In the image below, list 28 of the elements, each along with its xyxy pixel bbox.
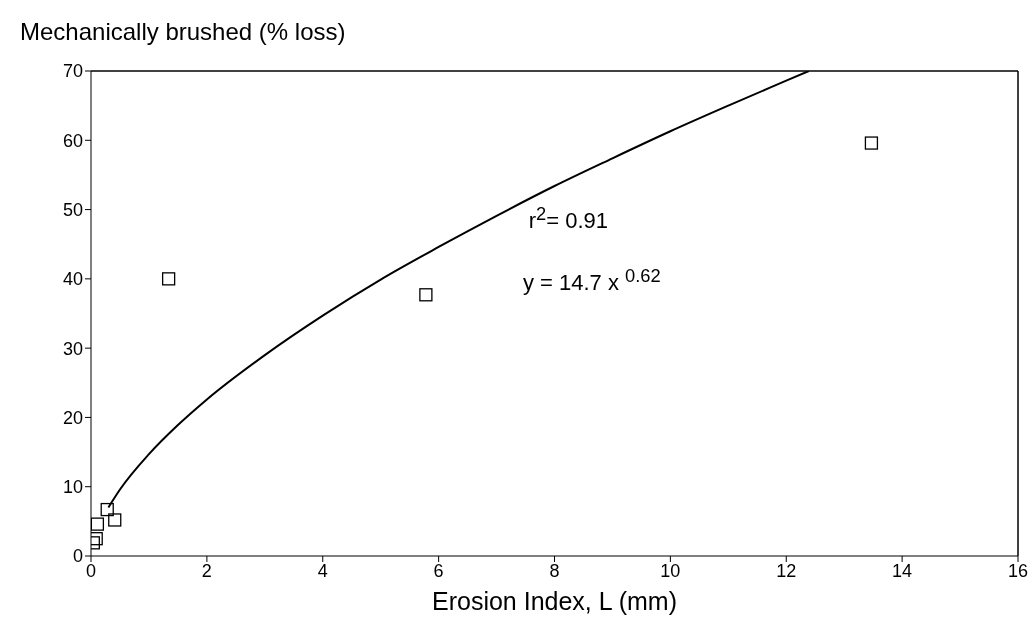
point bbox=[161, 272, 176, 286]
x-tick-label: 14 bbox=[892, 560, 913, 581]
y-tick-label: 10 bbox=[62, 477, 83, 498]
point bbox=[91, 532, 103, 546]
point bbox=[864, 136, 879, 150]
y-tick-label: 70 bbox=[62, 61, 83, 82]
x-tick-label: 16 bbox=[1007, 560, 1029, 581]
y-tick-label: 30 bbox=[62, 338, 83, 359]
y-tick-label: 20 bbox=[62, 407, 83, 428]
annotation: y = 14.7 x $^{0.62}$ bbox=[522, 264, 661, 297]
y-tick-label: 40 bbox=[62, 269, 83, 290]
x-tick-label: 6 bbox=[433, 560, 444, 581]
y-tick-label: 0 bbox=[72, 546, 83, 567]
point bbox=[108, 513, 122, 527]
y-tick-label: 60 bbox=[62, 130, 83, 151]
point bbox=[100, 502, 114, 517]
x-tick-label: 12 bbox=[776, 560, 797, 581]
x-tick-label: 10 bbox=[660, 560, 681, 581]
annotation: r$^{2}$= 0.91 bbox=[528, 202, 609, 234]
point bbox=[419, 288, 433, 302]
x-tick-label: 4 bbox=[317, 560, 328, 581]
y-tick-label: 50 bbox=[62, 199, 83, 220]
x-axis-title: Erosion Index, L (mm) bbox=[432, 587, 677, 615]
y-axis-title: Mechanically brushed (% loss) bbox=[20, 18, 346, 46]
point bbox=[91, 517, 105, 531]
x-tick-label: 8 bbox=[549, 560, 560, 581]
x-tick-label: 0 bbox=[85, 560, 97, 581]
x-tick-label: 2 bbox=[201, 560, 212, 581]
